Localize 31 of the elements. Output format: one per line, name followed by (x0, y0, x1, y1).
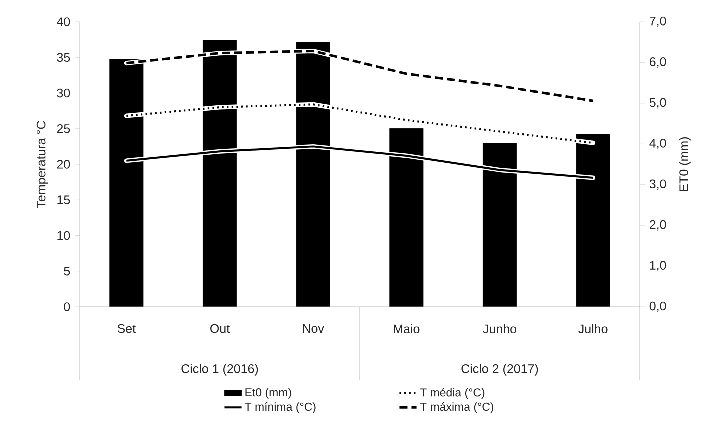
x-tick-label: Maio (394, 324, 420, 334)
text: Ciclo 1 (2016) (182, 364, 258, 376)
y2-axis-title: ET0 (mm) (679, 138, 691, 192)
x-tick-label: Set (118, 324, 136, 334)
y2-tick-label: 7,0 (650, 16, 666, 28)
y2-tick-label: 2,0 (650, 220, 666, 231)
legend-label: Et0 (mm) (246, 388, 292, 399)
y-tick-label: 20 (57, 160, 70, 169)
y-tick-label: 40 (57, 18, 70, 26)
y2-tick-label: 6,0 (650, 58, 666, 68)
y2-tick-label: 5,0 (650, 98, 666, 109)
x-tick-label: Julho (578, 324, 608, 334)
y2-tick-label: 4,0 (650, 138, 666, 150)
y2-tick-label: 3,0 (650, 180, 666, 190)
x-tick-label: Nov (303, 324, 324, 334)
y2-tick-label: 1,0 (650, 261, 666, 272)
x-tick-label: Junho (483, 324, 517, 334)
legend-label: T mínima (°C) (245, 402, 316, 414)
x-tick-label: Out (210, 324, 230, 334)
y-tick-label: 25 (57, 124, 70, 134)
y-tick-label: 10 (58, 231, 70, 240)
text: Ciclo 2 (2017) (462, 364, 538, 376)
y-axis-title: Temperatura °C (36, 121, 48, 208)
y-tick-label: 15 (58, 196, 70, 204)
y-tick-label: 5 (64, 267, 70, 276)
legend-label: T máxima (°C) (420, 402, 494, 414)
y-tick-label: 35 (57, 53, 70, 62)
legend-label: T média (°C) (420, 388, 485, 400)
y-tick-label: 0 (64, 302, 70, 312)
y-tick-label: 30 (57, 88, 70, 98)
y2-tick-label: 0,0 (650, 302, 666, 312)
